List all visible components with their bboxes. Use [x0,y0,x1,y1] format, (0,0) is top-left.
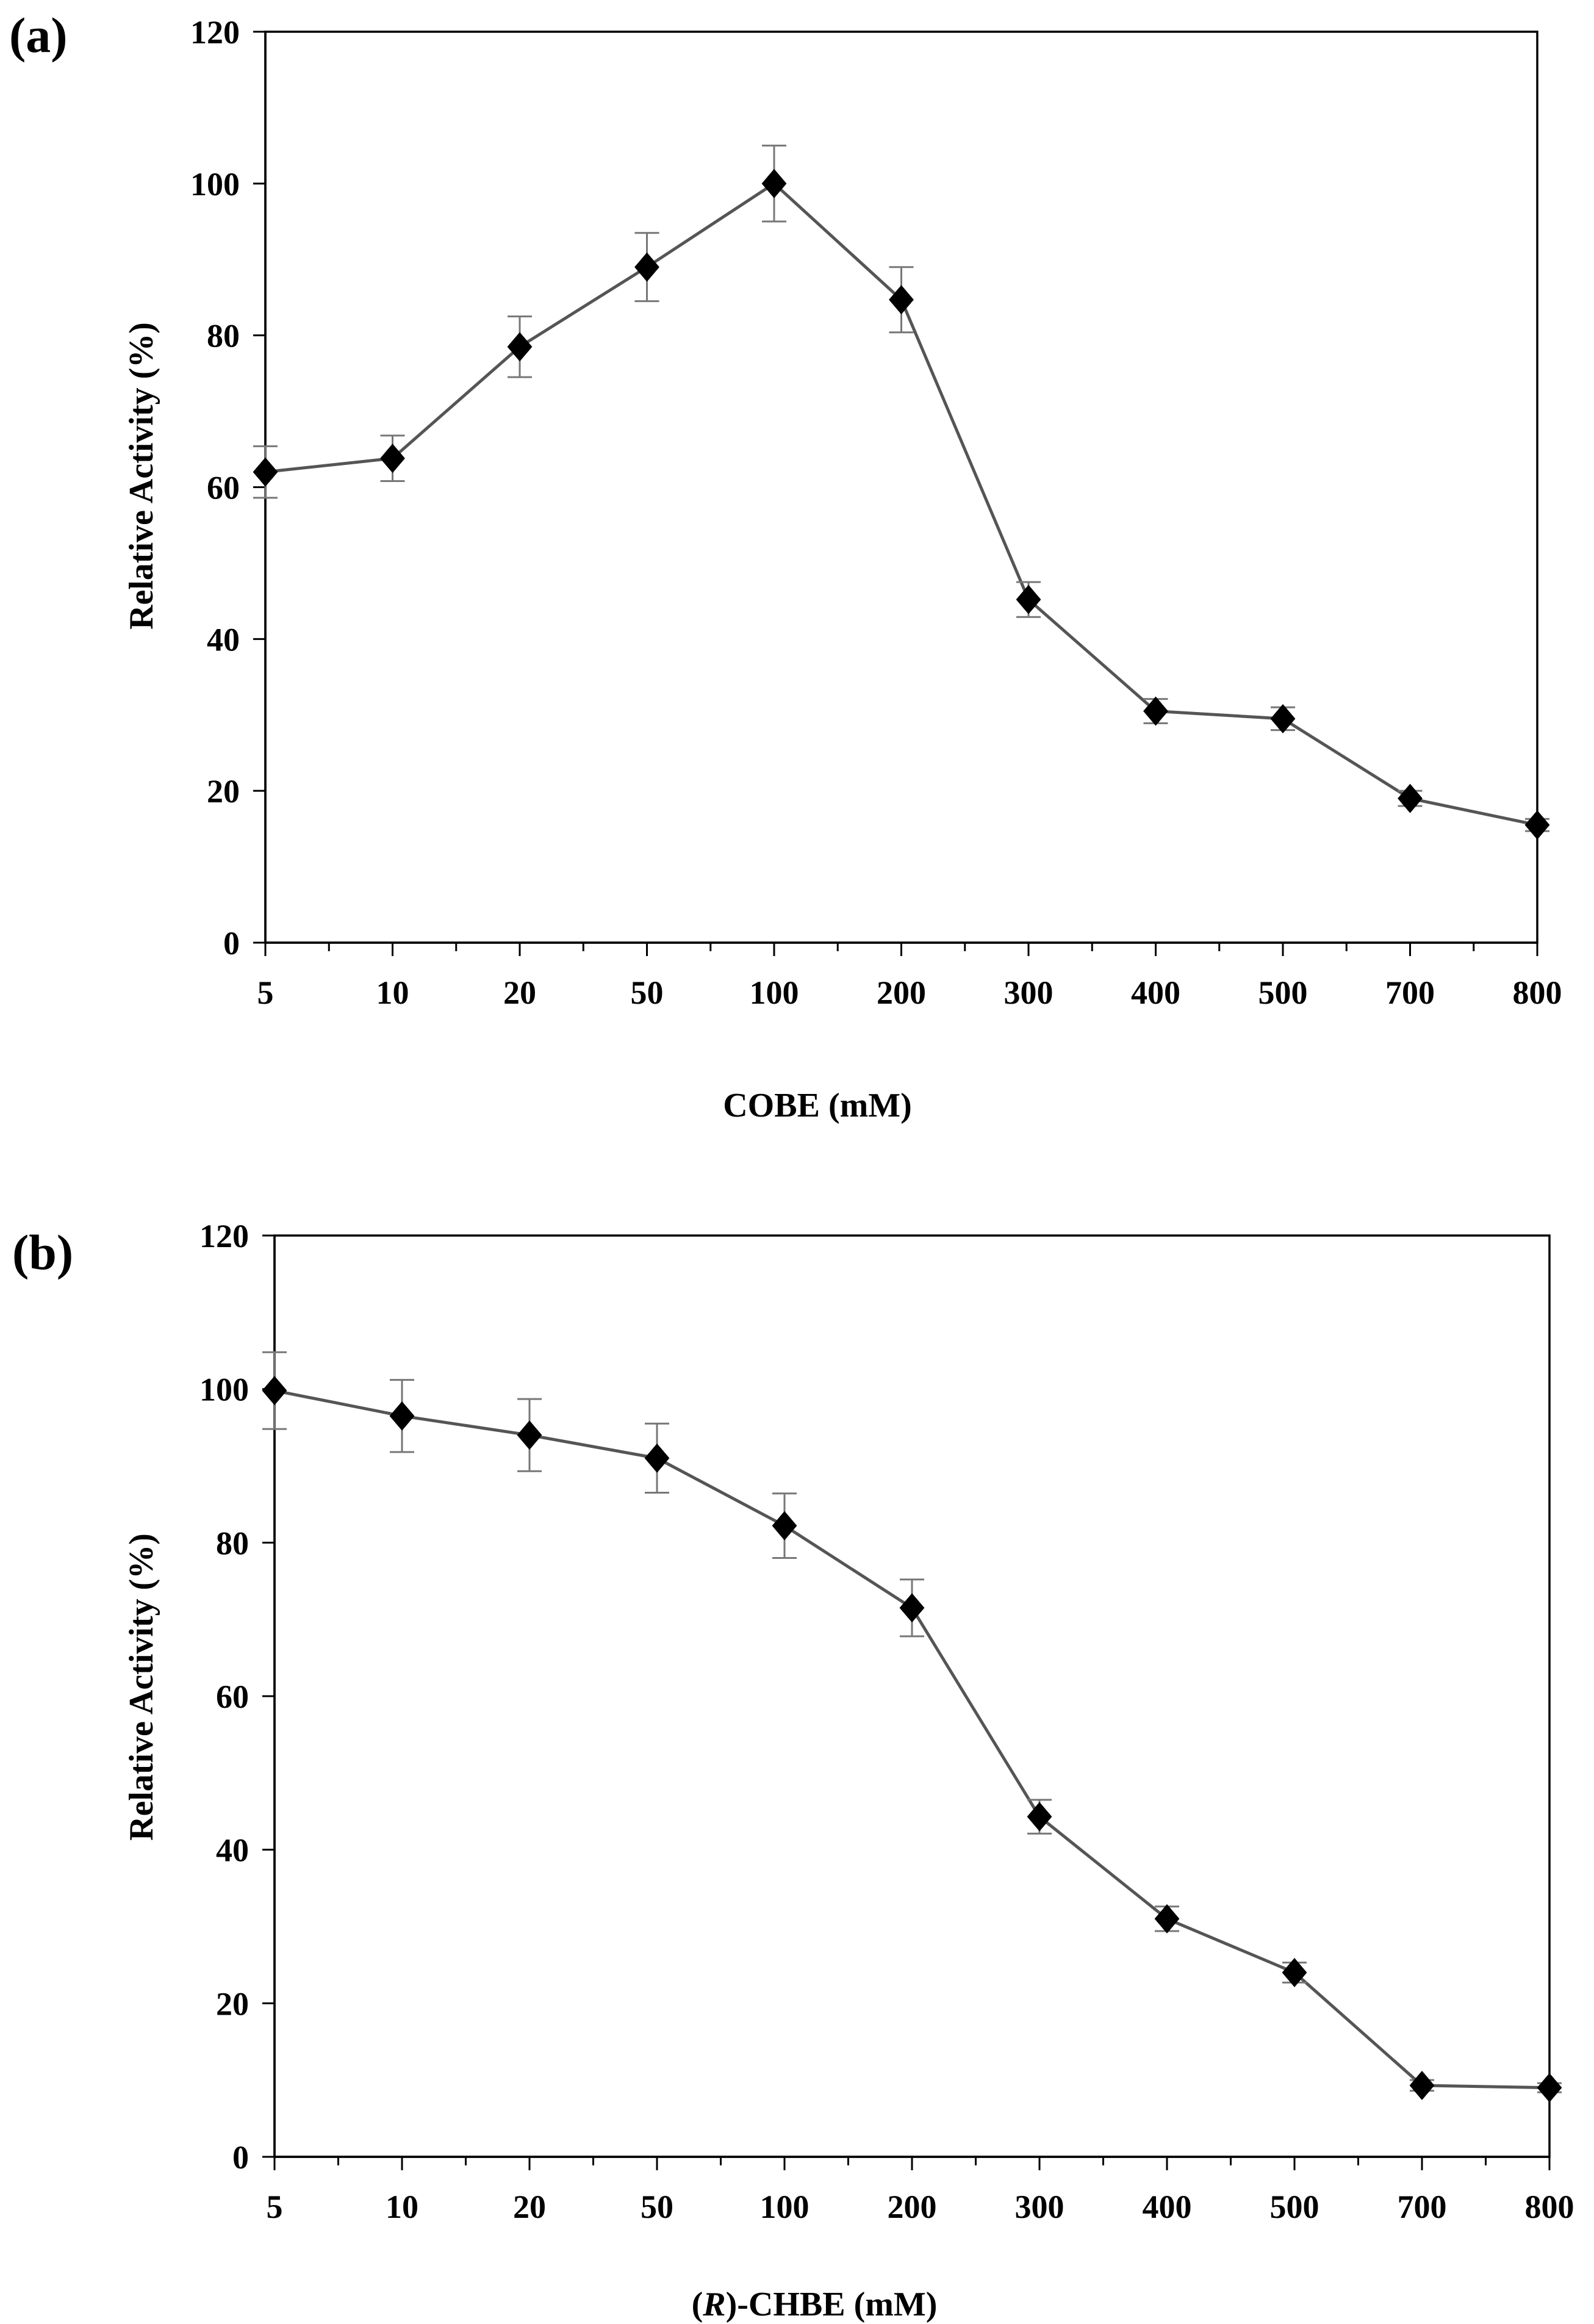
x-tick-label: 100 [760,2189,810,2225]
panel-label-a: (a) [9,7,68,63]
data-point [380,444,405,473]
data-point [1154,1904,1180,1934]
y-tick-label: 80 [207,318,240,354]
x-tick-label: 500 [1258,974,1308,1011]
data-point [1537,2073,1562,2103]
x-axis-title-b-prefix: ( [692,2286,703,2323]
data-point [899,1593,925,1623]
x-axis-title-b-italic: R [702,2286,725,2323]
x-tick-label: 100 [750,974,799,1011]
x-tick-label: 20 [503,974,536,1011]
plot-frame [273,1234,1551,2158]
y-tick-label: 40 [216,1832,249,1869]
plot-frame [264,31,1538,944]
data-point [262,1376,287,1406]
data-point [1270,703,1296,733]
y-tick-label: 20 [216,1985,249,2022]
series-line [274,1389,1550,2090]
chart-panel-b: (b) 0 20 40 60 80 100 120 5 10 20 50 100 200 300 400 5… [12,1218,1574,2323]
x-tick-label: 500 [1270,2189,1319,2225]
y-tick-label: 0 [223,925,240,962]
y-tick-label: 100 [190,166,240,203]
y-tick-label: 60 [207,470,240,506]
x-tick-label: 20 [513,2189,546,2225]
x-tick-label: 400 [1131,974,1180,1011]
x-tick-label: 5 [257,974,274,1011]
y-tick-label: 60 [216,1678,249,1715]
x-axis-title-b: (R)-CHBE (mM) [692,2286,938,2323]
x-tick-label: 50 [641,2189,673,2225]
data-point [1016,585,1041,614]
x-tick-label: 50 [631,974,664,1011]
data-point [761,168,787,198]
data-point [389,1401,415,1431]
x-axis-title-a: COBE (mM) [723,1087,912,1124]
x-tick-label: 700 [1398,2189,1447,2225]
x-tick-label: 10 [376,974,409,1011]
y-axis-title-a: Relative Activity (%) [123,322,160,630]
y-tick-label: 120 [190,14,240,51]
chart-panel-a: (a) 0 20 40 60 80 100 120 5 10 20 50 100 200 300 400 5… [9,7,1562,1124]
y-tick-label: 20 [207,773,240,810]
y-tick-label: 0 [232,2139,249,2176]
data-point [634,252,659,282]
x-tick-label: 400 [1143,2189,1192,2225]
data-point [1027,1802,1052,1832]
data-point [889,285,914,315]
y-axis-title-b: Relative Activity (%) [123,1533,160,1841]
x-tick-label: 200 [888,2189,937,2225]
x-tick-label: 5 [267,2189,283,2225]
data-point [1398,783,1423,813]
x-tick-label: 10 [386,2189,418,2225]
data-point [507,332,533,362]
data-point [772,1511,797,1541]
data-point [1409,2070,1435,2100]
x-tick-label: 800 [1513,974,1562,1011]
data-point [1524,810,1550,840]
y-tick-label: 80 [216,1525,249,1561]
x-axis-title-b-suffix: )-CHBE (mM) [726,2286,938,2323]
x-tick-label: 700 [1385,974,1435,1011]
x-tick-label: 800 [1525,2189,1574,2225]
data-point [253,457,278,487]
data-point [1143,696,1168,726]
data-point [644,1443,670,1473]
data-point [517,1420,542,1450]
data-point [1282,1958,1307,1987]
panel-label-b: (b) [12,1225,73,1280]
x-tick-label: 300 [1015,2189,1064,2225]
x-tick-label: 300 [1004,974,1054,1011]
y-tick-label: 120 [199,1218,249,1254]
x-tick-label: 200 [877,974,926,1011]
y-tick-label: 100 [199,1372,249,1408]
y-tick-label: 40 [207,621,240,658]
